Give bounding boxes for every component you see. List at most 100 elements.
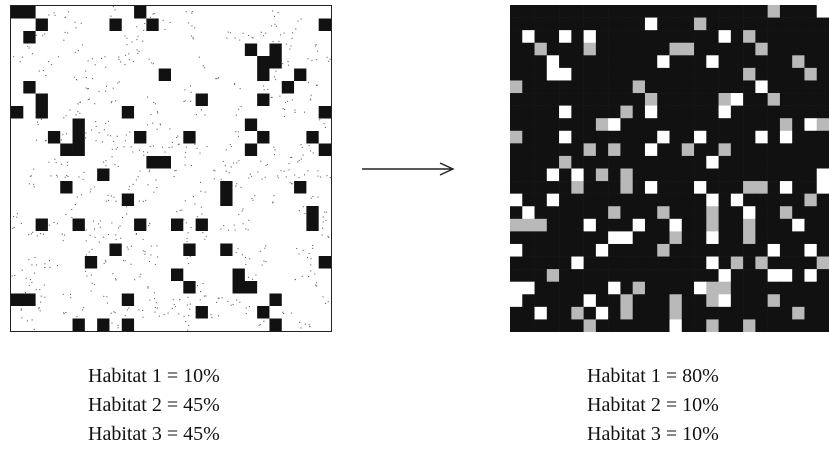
speckle (285, 101, 287, 104)
habitat-cell (121, 193, 135, 207)
speckle (42, 35, 44, 37)
habitat-cell (11, 218, 24, 232)
speckle (194, 143, 196, 145)
habitat-cell (694, 80, 707, 94)
habitat-cell (510, 105, 523, 119)
habitat-cell (767, 93, 781, 106)
speckle (247, 229, 249, 231)
speckle (85, 87, 87, 89)
right-arrow-icon (362, 162, 455, 176)
habitat-cell (257, 306, 270, 319)
habitat-cell (84, 206, 98, 219)
habitat-cell (232, 93, 246, 107)
habitat-cell (816, 256, 829, 270)
habitat-cell (546, 155, 560, 169)
habitat-cell (232, 131, 246, 144)
habitat-cell (47, 118, 61, 132)
habitat-cell (60, 206, 73, 219)
habitat-cell (121, 293, 135, 307)
habitat-cell (657, 130, 670, 144)
habitat-cell (669, 105, 683, 119)
habitat-cell (294, 181, 307, 194)
habitat-cell (146, 143, 159, 157)
speckle (83, 171, 85, 173)
speckle (63, 312, 65, 314)
habitat-cell (522, 243, 535, 257)
speckle (79, 112, 81, 114)
habitat-cell (269, 143, 283, 157)
speckle (28, 183, 31, 185)
habitat-cell (84, 143, 98, 157)
habitat-cell (158, 206, 172, 219)
speckle (20, 222, 22, 224)
habitat-cell (669, 55, 683, 69)
habitat-cell (816, 306, 829, 320)
legend-row-habitat-1: Habitat 1 = 80% (587, 365, 719, 387)
speckle (304, 323, 306, 325)
habitat-cell (171, 281, 184, 294)
habitat-cell (571, 42, 584, 56)
habitat-cell (195, 56, 209, 69)
speckle (290, 157, 292, 159)
habitat-cell (559, 243, 572, 257)
habitat-cell (35, 193, 49, 207)
habitat-cell (23, 56, 36, 69)
speckle (105, 122, 107, 125)
habitat-cell (294, 31, 307, 44)
habitat-cell (546, 93, 560, 106)
speckle (45, 139, 47, 141)
speckle (140, 273, 142, 275)
habitat-cell (281, 118, 295, 132)
habitat-cell (730, 193, 744, 207)
speckle (194, 203, 196, 205)
habitat-cell (546, 243, 560, 257)
habitat-cell (134, 156, 147, 169)
speckle (149, 169, 151, 171)
speckle (238, 108, 240, 110)
habitat-cell (72, 181, 86, 194)
speckle (78, 176, 80, 178)
speckle (322, 221, 324, 223)
speckle (220, 228, 222, 230)
habitat-cell (792, 319, 805, 332)
habitat-cell (510, 93, 523, 106)
habitat-cell (158, 193, 172, 207)
speckle (202, 65, 204, 67)
habitat-cell (158, 293, 172, 307)
legend-row-habitat-3: Habitat 3 = 10% (587, 423, 719, 445)
habitat-cell (534, 55, 548, 69)
habitat-cell (109, 6, 123, 19)
habitat-cell (121, 106, 135, 119)
speckle (103, 295, 105, 297)
habitat-cell (694, 17, 707, 31)
habitat-cell (534, 281, 548, 295)
speckle (110, 195, 112, 197)
habitat-cell (522, 181, 535, 194)
habitat-cell (306, 156, 319, 169)
habitat-cell (318, 56, 331, 69)
habitat-cell (60, 43, 73, 57)
habitat-cell (559, 143, 572, 157)
speckle (317, 175, 319, 177)
habitat-cell (681, 30, 695, 44)
habitat-cell (195, 143, 209, 157)
speckle (267, 88, 269, 90)
speckle (196, 216, 198, 218)
speckle (90, 188, 92, 190)
habitat-cell (35, 293, 49, 307)
habitat-cell (755, 118, 768, 132)
speckle (288, 163, 290, 165)
speckle (66, 174, 68, 177)
habitat-cell (534, 256, 548, 270)
habitat-cell (681, 168, 695, 182)
habitat-cell (72, 143, 86, 157)
habitat-cell (681, 269, 695, 282)
habitat-cell (816, 143, 829, 157)
habitat-cell (306, 206, 319, 219)
speckle (128, 188, 130, 191)
speckle (273, 76, 275, 78)
habitat-cell (681, 105, 695, 119)
habitat-cell (60, 218, 73, 232)
habitat-cell (608, 42, 621, 56)
habitat-cell (669, 256, 683, 270)
